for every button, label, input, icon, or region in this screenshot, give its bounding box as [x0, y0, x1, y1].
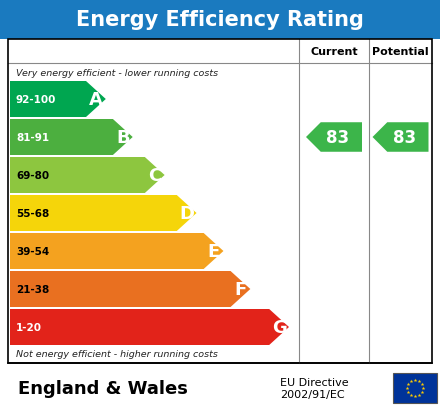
Polygon shape	[10, 309, 289, 345]
Text: England & Wales: England & Wales	[18, 379, 188, 397]
Bar	[393, 373, 437, 403]
Text: 69-80: 69-80	[16, 171, 49, 180]
Text: Potential: Potential	[372, 47, 429, 57]
Text: 55-68: 55-68	[16, 209, 49, 218]
Text: Very energy efficient - lower running costs: Very energy efficient - lower running co…	[16, 68, 218, 77]
Text: 1-20: 1-20	[16, 322, 42, 332]
Text: D: D	[179, 204, 194, 223]
Text: Not energy efficient - higher running costs: Not energy efficient - higher running co…	[16, 350, 218, 358]
Text: 81-91: 81-91	[16, 133, 49, 142]
Text: G: G	[271, 318, 286, 336]
Polygon shape	[10, 82, 106, 118]
Text: F: F	[235, 280, 246, 298]
Polygon shape	[306, 123, 362, 152]
Text: 83: 83	[326, 129, 349, 147]
Polygon shape	[10, 271, 250, 307]
Text: 39-54: 39-54	[16, 247, 49, 256]
Polygon shape	[10, 233, 224, 269]
Text: 83: 83	[392, 129, 416, 147]
Text: 92-100: 92-100	[16, 95, 56, 105]
Bar	[8, 40, 432, 363]
Text: E: E	[207, 242, 220, 260]
Text: 2002/91/EC: 2002/91/EC	[280, 389, 345, 399]
Polygon shape	[10, 195, 197, 231]
Text: EU Directive: EU Directive	[280, 377, 348, 387]
Text: B: B	[116, 129, 130, 147]
Bar	[0, 363, 440, 413]
Text: Current: Current	[310, 47, 358, 57]
Polygon shape	[373, 123, 429, 152]
Text: 21-38: 21-38	[16, 284, 49, 294]
Text: A: A	[89, 91, 103, 109]
Text: C: C	[148, 166, 161, 185]
Bar	[0, 0, 440, 40]
Polygon shape	[10, 158, 165, 194]
Polygon shape	[10, 120, 133, 156]
Text: Energy Efficiency Rating: Energy Efficiency Rating	[76, 10, 364, 30]
